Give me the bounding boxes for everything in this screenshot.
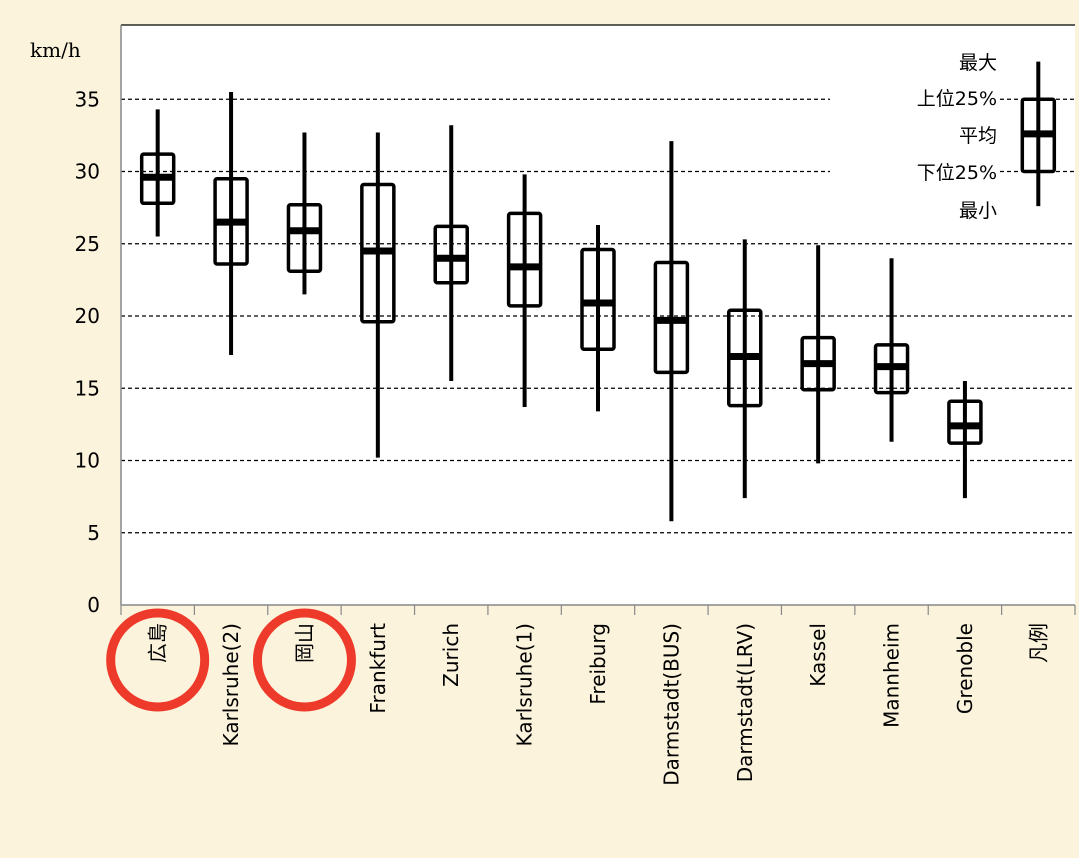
- x-category-label: Grenoble: [953, 623, 977, 714]
- y-tick-label: 5: [87, 521, 100, 545]
- x-category-label: Karlsruhe(2): [219, 623, 243, 746]
- box-iqr: [506, 211, 543, 308]
- legend-label: 上位25%: [917, 88, 997, 110]
- box-Zurich: [433, 125, 469, 382]
- box-iqr: [580, 247, 616, 351]
- box-Frankfurt: [360, 132, 396, 458]
- y-tick-label: 25: [75, 232, 100, 256]
- box-Darmstadt(LRV): [727, 239, 763, 499]
- highlight-circle: [252, 608, 356, 712]
- x-category-label: 凡例: [1026, 623, 1050, 663]
- box-岡山: [286, 132, 323, 295]
- y-axis-unit-label: km/h: [30, 38, 81, 62]
- y-tick-label: 0: [87, 593, 100, 617]
- x-category-label: Freiburg: [586, 623, 610, 705]
- y-tick-label: 15: [75, 376, 100, 400]
- box-Darmstadt(BUS): [653, 141, 690, 522]
- legend-label: 最小: [959, 200, 997, 222]
- highlight-circle: [106, 608, 210, 712]
- box-iqr: [286, 202, 323, 273]
- box-Kassel: [800, 245, 836, 464]
- legend-label: 最大: [959, 52, 997, 74]
- x-category-label: Karlsruhe(1): [513, 623, 537, 746]
- y-tick-label: 35: [75, 87, 100, 111]
- x-category-label: Zurich: [439, 623, 463, 687]
- x-category-label: 岡山: [292, 623, 316, 663]
- box-凡例: [1020, 61, 1057, 207]
- box-Freiburg: [580, 224, 616, 412]
- box-Karlsruhe(2): [213, 92, 249, 356]
- x-category-label: 広島: [146, 623, 170, 663]
- legend-label: 下位25%: [917, 162, 997, 184]
- y-tick-label: 20: [75, 304, 100, 328]
- box-広島: [139, 109, 176, 237]
- y-tick-label: 30: [75, 160, 100, 184]
- x-category-label: Frankfurt: [366, 623, 390, 714]
- box-Karlsruhe(1): [506, 174, 543, 408]
- legend-label: 平均: [959, 125, 997, 147]
- box-iqr: [947, 399, 983, 445]
- box-Grenoble: [947, 381, 983, 499]
- box-iqr: [433, 224, 469, 285]
- x-category-label: Darmstadt(LRV): [733, 623, 757, 782]
- x-category-label: Darmstadt(BUS): [659, 623, 683, 786]
- x-category-label: Mannheim: [880, 623, 904, 728]
- box-Mannheim: [873, 258, 910, 442]
- x-category-label: Kassel: [806, 623, 830, 687]
- y-tick-label: 10: [75, 449, 100, 473]
